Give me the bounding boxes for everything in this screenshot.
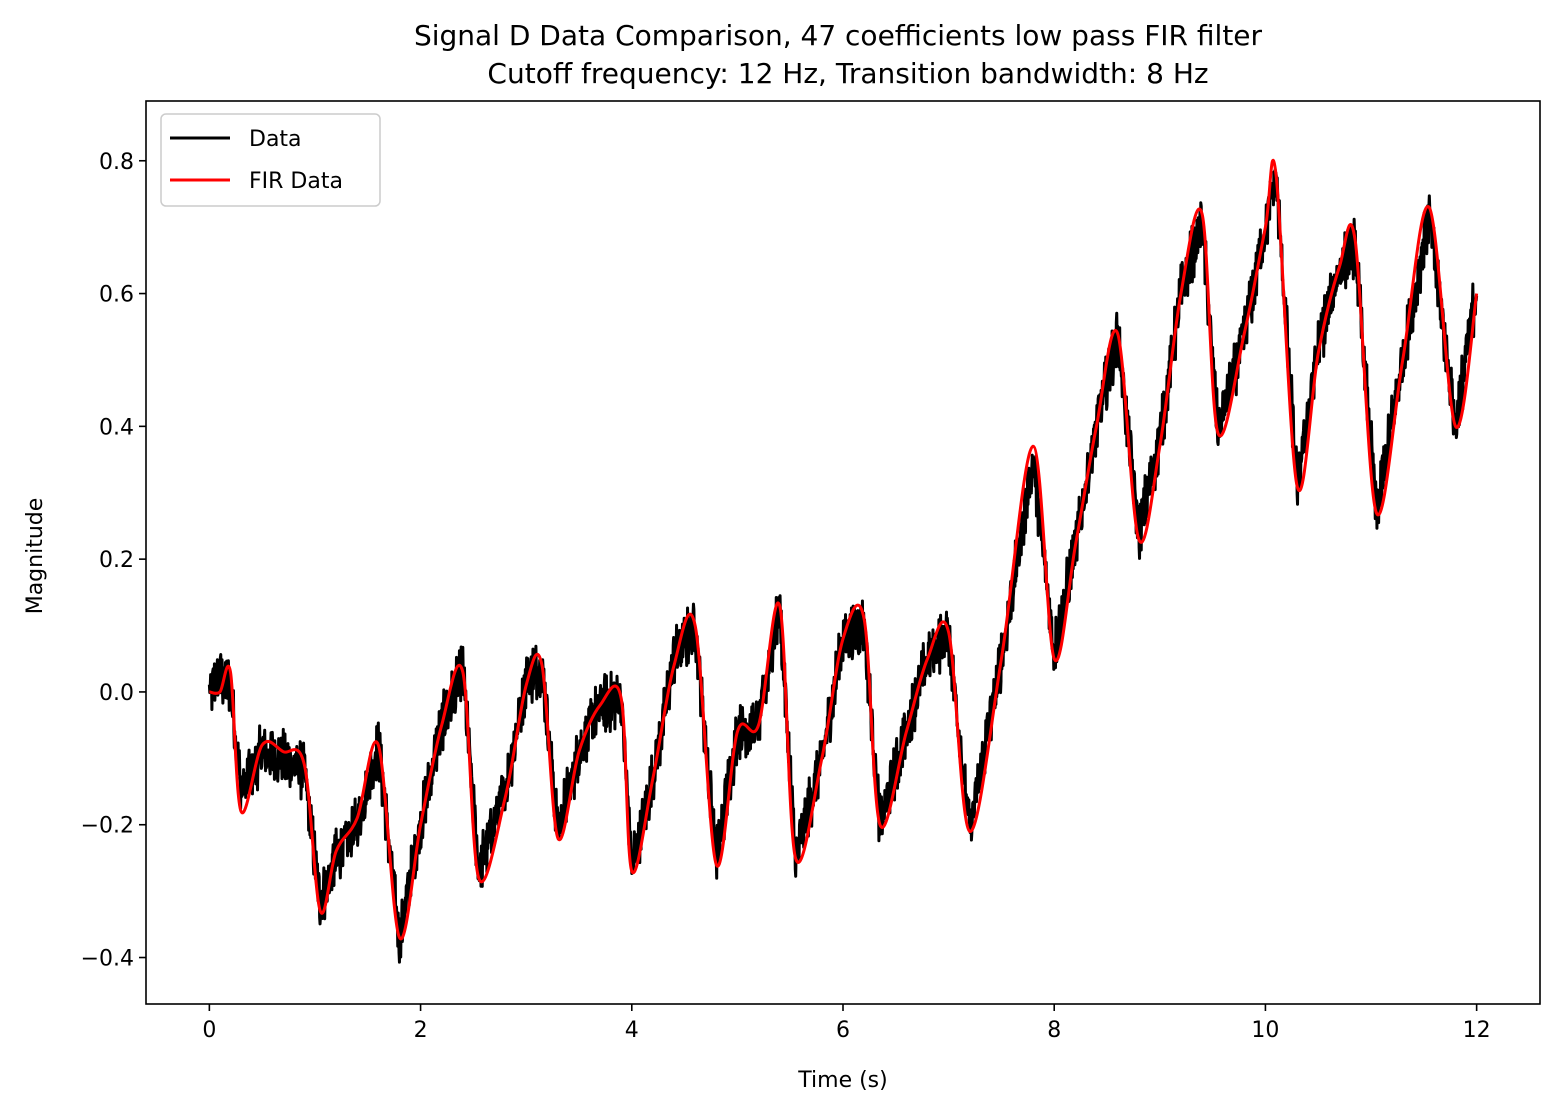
plot-area: 0 2 4 6 8 10 12 −0.4 −0.2 0.0 0.2 0.4 0.6 0.8 xyxy=(81,100,1541,1043)
chart-title-line2: Cutoff frequency: 12 Hz, Transition band… xyxy=(487,57,1208,90)
y-tick-label: −0.4 xyxy=(81,947,134,972)
x-tick-label: 12 xyxy=(1463,1018,1491,1043)
y-tick-label: 0.4 xyxy=(99,415,134,440)
y-tick-label: 0.0 xyxy=(99,681,134,706)
y-tick-label: 0.8 xyxy=(99,150,134,175)
x-tick-label: 0 xyxy=(202,1018,216,1043)
chart-title-line1: Signal D Data Comparison, 47 coefficient… xyxy=(414,19,1263,52)
axes-frame xyxy=(145,100,1541,1005)
x-tick-label: 4 xyxy=(625,1018,639,1043)
legend-label: Data xyxy=(249,127,302,152)
x-tick-label: 10 xyxy=(1251,1018,1279,1043)
y-axis-label: Magnitude xyxy=(23,498,48,615)
series-line-data xyxy=(207,168,1479,964)
series-line-fir-data xyxy=(209,158,1479,941)
y-tick-label: 0.2 xyxy=(99,548,134,573)
x-tick-label: 8 xyxy=(1047,1018,1061,1043)
x-tick-label: 6 xyxy=(836,1018,850,1043)
y-tick-label: 0.6 xyxy=(99,283,134,308)
x-axis-label: Time (s) xyxy=(797,1068,887,1093)
x-tick-label: 2 xyxy=(414,1018,428,1043)
legend: Data FIR Data xyxy=(160,113,381,207)
legend-label: FIR Data xyxy=(249,169,343,194)
y-tick-label: −0.2 xyxy=(81,814,134,839)
